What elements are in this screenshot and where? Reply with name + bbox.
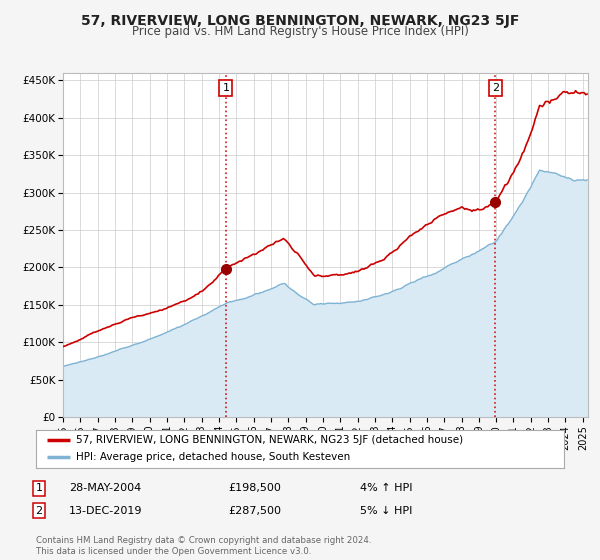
Text: 4% ↑ HPI: 4% ↑ HPI: [360, 483, 413, 493]
Text: 2: 2: [492, 83, 499, 94]
Text: 1: 1: [35, 483, 43, 493]
Text: Contains HM Land Registry data © Crown copyright and database right 2024.
This d: Contains HM Land Registry data © Crown c…: [36, 536, 371, 556]
Text: 13-DEC-2019: 13-DEC-2019: [69, 506, 143, 516]
Text: HPI: Average price, detached house, South Kesteven: HPI: Average price, detached house, Sout…: [76, 452, 350, 463]
Text: 57, RIVERVIEW, LONG BENNINGTON, NEWARK, NG23 5JF: 57, RIVERVIEW, LONG BENNINGTON, NEWARK, …: [81, 14, 519, 28]
Text: £198,500: £198,500: [228, 483, 281, 493]
Text: 5% ↓ HPI: 5% ↓ HPI: [360, 506, 412, 516]
Text: 2: 2: [35, 506, 43, 516]
Text: 28-MAY-2004: 28-MAY-2004: [69, 483, 141, 493]
Text: Price paid vs. HM Land Registry's House Price Index (HPI): Price paid vs. HM Land Registry's House …: [131, 25, 469, 38]
Text: 1: 1: [223, 83, 229, 94]
Text: £287,500: £287,500: [228, 506, 281, 516]
Text: 57, RIVERVIEW, LONG BENNINGTON, NEWARK, NG23 5JF (detached house): 57, RIVERVIEW, LONG BENNINGTON, NEWARK, …: [76, 435, 463, 445]
